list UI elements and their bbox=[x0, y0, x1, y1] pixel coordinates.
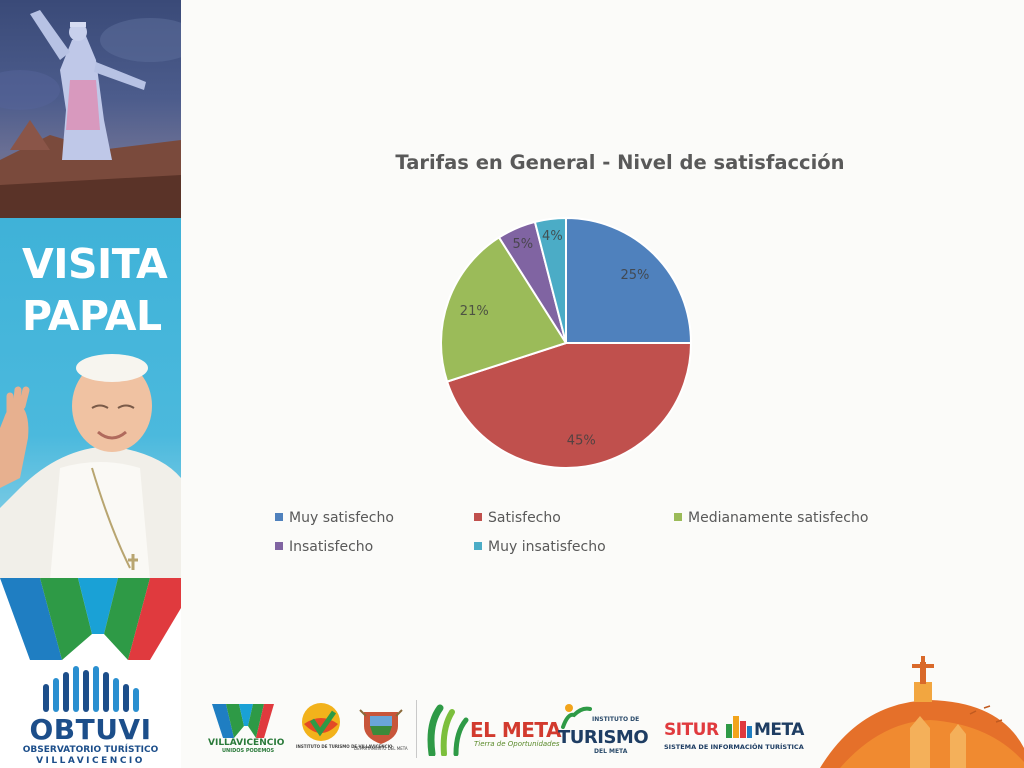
pope-photo bbox=[0, 354, 181, 580]
pie-data-label: 4% bbox=[542, 229, 563, 244]
el-meta-tree-icon bbox=[427, 704, 469, 756]
footer-divider bbox=[416, 700, 417, 758]
legend-swatch bbox=[275, 542, 283, 550]
legend-swatch bbox=[474, 513, 482, 521]
christ-statue-photo bbox=[0, 0, 181, 218]
legend-label: Muy insatisfecho bbox=[488, 539, 606, 555]
obtuvi-bars-icon bbox=[43, 666, 139, 712]
turismo-meta-figure-icon bbox=[561, 704, 592, 729]
pie-slices bbox=[440, 216, 693, 469]
obtuvi-subtitle: OBSERVATORIO TURÍSTICO bbox=[22, 745, 159, 755]
visit-heading-line1: VISITA bbox=[22, 240, 168, 288]
legend-item: Satisfecho bbox=[474, 510, 561, 526]
pie-data-labels: 25% 45% 21% 5% 4% bbox=[460, 229, 650, 448]
legend-label: Muy satisfecho bbox=[289, 510, 394, 526]
villavicencio-footer-slogan: UNIDOS PODEMOS bbox=[222, 748, 275, 754]
instituto-turismo-villavicencio-text: INSTITUTO DE TURISMO DE VILLAVICENCIO bbox=[296, 744, 393, 749]
legend-item: Insatisfecho bbox=[275, 539, 373, 555]
pie-data-label: 21% bbox=[460, 304, 489, 319]
obtuvi-logo: OBTUVI OBSERVATORIO TURÍSTICO VILLAVICEN… bbox=[0, 662, 181, 768]
pie-slice-muy-satisfecho bbox=[565, 216, 693, 344]
pie-data-label: 45% bbox=[567, 433, 596, 448]
obtuvi-name: OBTUVI bbox=[29, 713, 152, 746]
legend-swatch bbox=[674, 513, 682, 521]
instituto-turismo-villavicencio-icon bbox=[302, 703, 340, 741]
el-meta-slogan: Tierra de Oportunidades bbox=[474, 740, 560, 748]
el-meta-name: EL META bbox=[470, 718, 562, 742]
legend-label: Insatisfecho bbox=[289, 539, 374, 555]
legend-swatch bbox=[474, 542, 482, 550]
visit-banner: VISITA PAPAL bbox=[0, 0, 181, 768]
turismo-meta-name: TURISMO bbox=[558, 727, 649, 748]
pie-slice-muy-insatisfecho bbox=[533, 216, 567, 344]
situr-meta-sub: SISTEMA DE INFORMACIÓN TURÍSTICA bbox=[664, 743, 804, 751]
situr-bars-icon bbox=[726, 716, 752, 738]
legend-swatch bbox=[275, 513, 283, 521]
legend-item: Muy insatisfecho bbox=[474, 539, 606, 555]
villavicencio-footer-w-icon bbox=[212, 704, 274, 738]
pie-slice-medianamente-satisfecho bbox=[440, 236, 568, 383]
legend-item: Medianamente satisfecho bbox=[674, 510, 868, 526]
turismo-meta-small: INSTITUTO DE bbox=[592, 716, 640, 723]
visit-heading-line2: PAPAL bbox=[22, 292, 162, 340]
visit-papal-heading: VISITA PAPAL bbox=[22, 238, 172, 342]
visit-papal-panel: VISITA PAPAL bbox=[0, 218, 181, 580]
villavicencio-w-logo bbox=[0, 578, 181, 660]
departamento-meta-text: DEPARTAMENTO DEL META bbox=[354, 746, 408, 751]
cathedral-hill-graphic bbox=[820, 656, 1024, 768]
villavicencio-footer-name: VILLAVICENCIO bbox=[208, 738, 285, 748]
turismo-meta-sub: DEL META bbox=[594, 748, 628, 755]
chart-title: Tarifas en General - Nivel de satisfacci… bbox=[395, 151, 845, 174]
obtuvi-city: VILLAVICENCIO bbox=[36, 756, 145, 766]
legend-label: Satisfecho bbox=[488, 510, 561, 526]
legend-item: Muy satisfecho bbox=[275, 510, 394, 526]
pie-data-label: 5% bbox=[512, 237, 533, 252]
situr-meta-name-a: SITUR bbox=[664, 720, 719, 740]
legend-label: Medianamente satisfecho bbox=[688, 510, 869, 526]
pie-slice-satisfecho bbox=[445, 342, 693, 469]
departamento-meta-shield-icon bbox=[359, 709, 403, 744]
situr-meta-name-b: META bbox=[754, 720, 804, 740]
pie-data-label: 25% bbox=[620, 268, 649, 283]
